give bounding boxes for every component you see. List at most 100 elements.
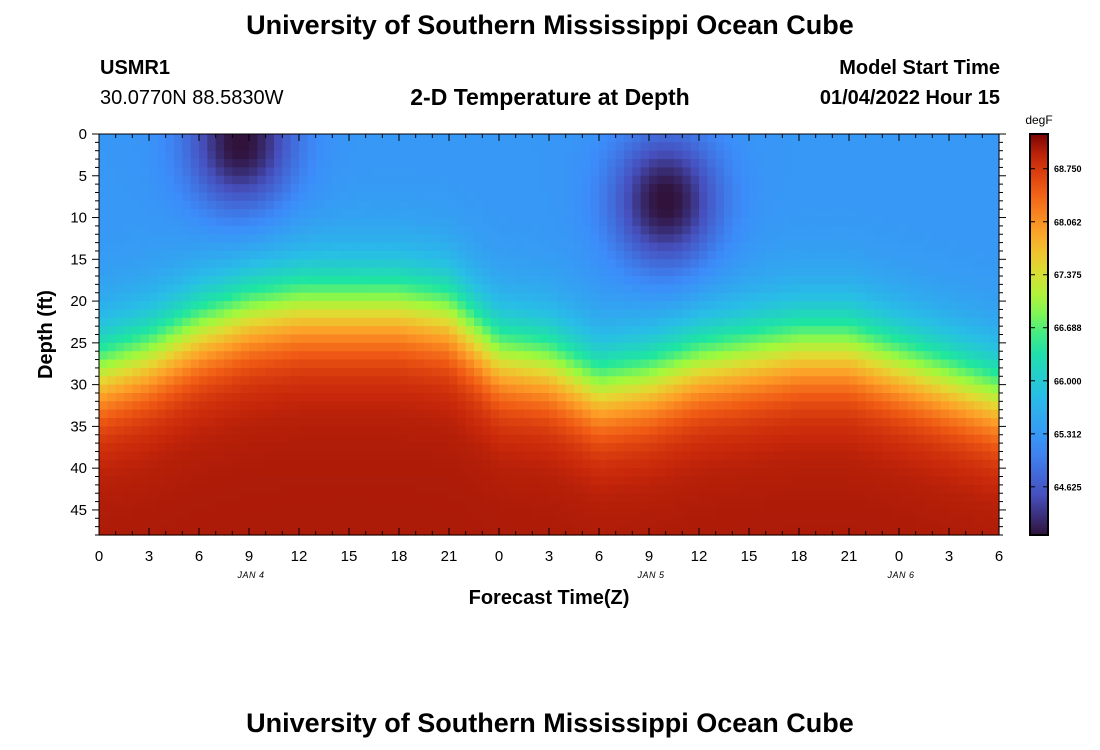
heatmap-cell — [857, 276, 867, 285]
heatmap-cell — [824, 501, 833, 511]
heatmap-cell — [849, 351, 858, 361]
heatmap-cell — [374, 250, 383, 260]
heatmap-cell — [340, 234, 350, 244]
heatmap-cell — [899, 326, 908, 336]
heatmap-cell — [249, 242, 258, 252]
heatmap-cell — [399, 217, 408, 227]
heatmap-cell — [340, 459, 350, 469]
heatmap-cell — [657, 501, 667, 511]
heatmap-cell — [507, 468, 517, 478]
heatmap-cell — [699, 459, 708, 469]
heatmap-cell — [440, 443, 450, 453]
heatmap-cell — [732, 468, 742, 478]
heatmap-cell — [282, 267, 292, 277]
heatmap-cell — [665, 175, 675, 185]
heatmap-cell — [115, 509, 125, 519]
heatmap-cell — [882, 259, 892, 269]
heatmap-cell — [574, 418, 583, 427]
heatmap-cell — [757, 351, 767, 361]
heatmap-cell — [574, 384, 583, 394]
heatmap-cell — [424, 175, 433, 185]
heatmap-cell — [549, 192, 558, 202]
heatmap-cell — [690, 192, 700, 202]
heatmap-cell — [924, 267, 933, 277]
heatmap-cell — [674, 217, 683, 227]
heatmap-cell — [632, 459, 642, 469]
heatmap-cell — [632, 501, 642, 511]
heatmap-cell — [349, 434, 358, 444]
heatmap-cell — [124, 443, 133, 453]
heatmap-cell — [749, 209, 758, 219]
heatmap-cell — [982, 459, 992, 469]
heatmap-cell — [890, 418, 900, 427]
heatmap-cell — [482, 200, 492, 210]
heatmap-cell — [149, 334, 158, 344]
heatmap-cell — [882, 334, 892, 344]
heatmap-cell — [215, 459, 225, 469]
heatmap-cell — [890, 225, 900, 235]
heatmap-cell — [907, 401, 917, 411]
heatmap-cell — [332, 167, 342, 177]
heatmap-cell — [390, 276, 400, 285]
heatmap-cell — [157, 359, 167, 369]
heatmap-cell — [182, 384, 192, 394]
heatmap-cell — [182, 359, 192, 369]
heatmap-cell — [715, 259, 725, 269]
heatmap-cell — [315, 384, 325, 394]
heatmap-cell — [640, 476, 650, 486]
heatmap-cell — [782, 192, 792, 202]
heatmap-cell — [940, 418, 950, 427]
heatmap-cell — [549, 234, 558, 244]
heatmap-cell — [815, 175, 825, 185]
heatmap-cell — [649, 493, 658, 503]
heatmap-cell — [807, 192, 817, 202]
heatmap-cell — [224, 367, 233, 377]
heatmap-cell — [374, 284, 383, 294]
heatmap-cell — [532, 501, 542, 511]
heatmap-cell — [332, 376, 342, 386]
heatmap-cell — [524, 134, 533, 143]
heatmap-cell — [249, 317, 258, 327]
heatmap-cell — [890, 401, 900, 411]
heatmap-cell — [974, 292, 983, 302]
heatmap-cell — [640, 184, 650, 194]
heatmap-cell — [499, 167, 508, 177]
heatmap-cell — [124, 501, 133, 511]
heatmap-cell — [874, 484, 883, 494]
heatmap-cell — [757, 342, 767, 352]
heatmap-cell — [940, 284, 950, 294]
heatmap-cell — [249, 367, 258, 377]
heatmap-cell — [249, 468, 258, 478]
heatmap-cell — [949, 359, 958, 369]
heatmap-cell — [340, 225, 350, 235]
heatmap-cell — [165, 401, 175, 411]
heatmap-cell — [465, 217, 475, 227]
heatmap-cell — [940, 434, 950, 444]
heatmap-cell — [440, 225, 450, 235]
heatmap-cell — [332, 309, 342, 319]
heatmap-cell — [465, 342, 475, 352]
heatmap-cell — [649, 309, 658, 319]
heatmap-cell — [682, 159, 692, 169]
heatmap-cell — [832, 150, 842, 160]
heatmap-cell — [674, 150, 683, 160]
heatmap-cell — [515, 309, 525, 319]
heatmap-cell — [907, 434, 917, 444]
heatmap-cell — [849, 159, 858, 169]
heatmap-cell — [599, 200, 608, 210]
heatmap-cell — [857, 142, 867, 152]
heatmap-cell — [590, 167, 600, 177]
heatmap-cell — [190, 484, 200, 494]
heatmap-cell — [507, 317, 517, 327]
heatmap-cell — [824, 459, 833, 469]
heatmap-cell — [824, 509, 833, 519]
heatmap-cell — [499, 292, 508, 302]
heatmap-cell — [99, 476, 108, 486]
heatmap-cell — [765, 326, 775, 336]
heatmap-cell — [215, 209, 225, 219]
heatmap-cell — [424, 225, 433, 235]
heatmap-cell — [890, 184, 900, 194]
heatmap-cell — [265, 159, 275, 169]
heatmap-cell — [865, 250, 875, 260]
heatmap-cell — [965, 509, 975, 519]
